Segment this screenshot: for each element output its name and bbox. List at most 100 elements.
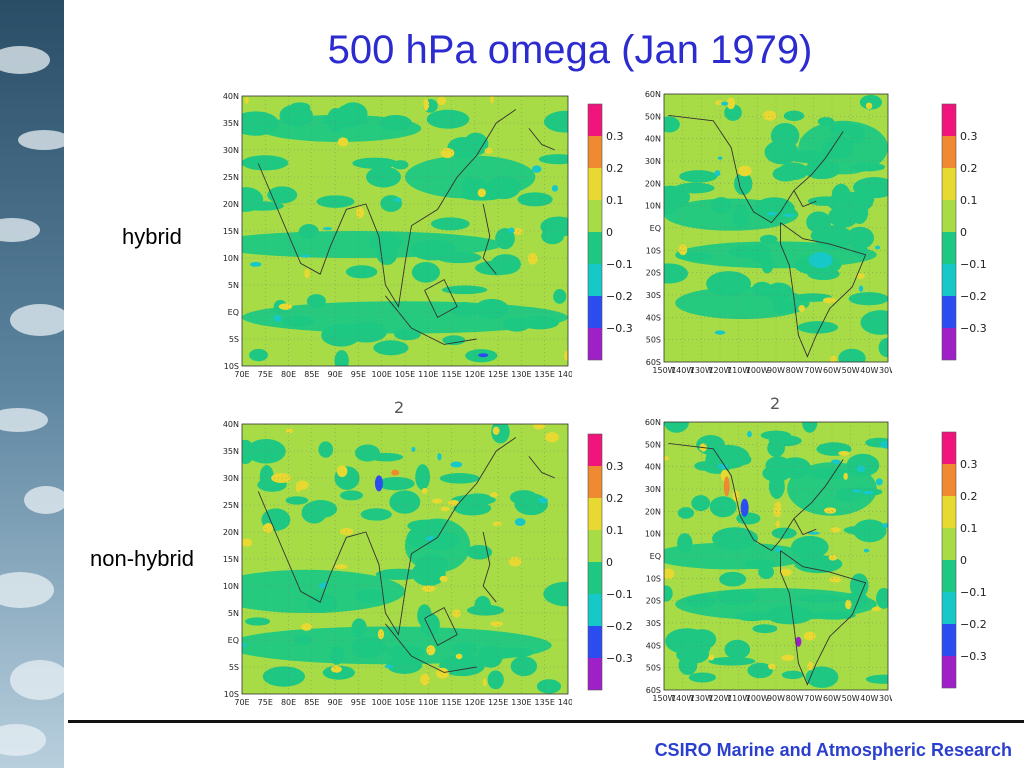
omega-positive-region (856, 273, 865, 279)
omega-negative-band (664, 198, 799, 231)
omega-negative-region (267, 186, 298, 204)
lat-tick-label: 20N (223, 528, 239, 537)
omega-negative-region (246, 438, 286, 464)
colorbar-swatch (942, 592, 956, 624)
omega-positive-region (798, 304, 806, 312)
omega-positive-region (242, 538, 253, 547)
lat-tick-label: 50N (645, 112, 661, 121)
omega-strong-negative-region (437, 453, 442, 461)
omega-strong-negative-spot (374, 475, 383, 492)
colorbar-label: 0.3 (606, 460, 624, 473)
omega-strong-negative-region (538, 497, 548, 504)
omega-negative-region (781, 670, 804, 680)
omega-negative-band (242, 626, 552, 665)
lat-tick-label: 30N (645, 485, 661, 494)
omega-strong-negative-region (721, 101, 729, 106)
omega-positive-region (262, 522, 274, 534)
coastline (668, 442, 844, 552)
omega-negative-region (289, 102, 311, 112)
lon-tick-label: 90E (328, 370, 343, 379)
omega-positive-region (356, 206, 365, 219)
colorbar-swatch (588, 168, 602, 200)
lon-tick-label: 100W (746, 694, 769, 703)
omega-negative-region (360, 508, 392, 521)
lat-tick-label: 40N (223, 92, 239, 101)
lat-tick-label: 60S (646, 358, 661, 367)
omega-strong-negative-region (858, 285, 864, 292)
omega-negative-region (674, 182, 715, 194)
omega-negative-region (411, 261, 440, 283)
lat-tick-label: EQ (228, 308, 239, 317)
omega-extreme-spot (795, 636, 802, 647)
omega-positive-region (775, 520, 780, 528)
omega-positive-region (822, 297, 837, 304)
colorbar-label: 0.1 (606, 524, 624, 537)
omega-strong-negative-region (384, 664, 394, 669)
lat-tick-label: 40N (645, 463, 661, 472)
omega-negative-region (876, 587, 888, 609)
omega-negative-region (373, 340, 409, 356)
omega-strong-negative-region (508, 227, 515, 234)
lat-tick-label: 30N (223, 146, 239, 155)
lat-tick-label: 60N (645, 418, 661, 427)
omega-negative-region (490, 254, 521, 275)
lon-tick-label: 100E (372, 370, 392, 379)
lon-tick-label: 90W (767, 366, 785, 375)
omega-positive-region (455, 653, 463, 660)
lat-tick-label: 20S (646, 597, 661, 606)
omega-positive-region (452, 609, 461, 618)
omega-strong-negative-region (862, 490, 875, 495)
omega-negative-region (724, 104, 742, 121)
omega-negative-region (553, 289, 567, 304)
omega-negative-region (487, 670, 504, 690)
colorbar-label: 0 (960, 554, 967, 567)
colorbar-label: 0.2 (606, 162, 624, 175)
colorbar-swatch (588, 530, 602, 562)
lat-tick-label: 40N (223, 420, 239, 429)
colorbar-swatch (588, 136, 602, 168)
lat-tick-label: 10N (223, 582, 239, 591)
omega-positive-region (419, 673, 430, 686)
omega-negative-region (377, 476, 415, 491)
omega-positive-region (492, 426, 500, 435)
colorbar-swatch (588, 466, 602, 498)
omega-negative-band (675, 588, 877, 621)
omega-positive-region (726, 97, 736, 110)
omega-negative-region (852, 177, 888, 199)
omega-strong-negative-region (808, 252, 833, 269)
lon-tick-label: 70W (804, 694, 822, 703)
omega-strong-negative-region (393, 197, 402, 203)
lat-tick-label: 30N (645, 157, 661, 166)
omega-positive-region (781, 654, 795, 661)
colorbar-label: 0.3 (960, 458, 978, 471)
lon-tick-label: 135E (535, 370, 555, 379)
lat-tick-label: 15N (223, 555, 239, 564)
omega-strong-negative-region (863, 548, 870, 553)
omega-strong-negative-region (875, 478, 883, 486)
omega-positive-region (377, 629, 385, 640)
lat-tick-label: 35N (223, 447, 239, 456)
colorbar-swatch (942, 656, 956, 688)
lon-tick-label: 135E (535, 698, 555, 707)
lon-tick-label: 80E (281, 370, 296, 379)
colorbar-swatch (588, 562, 602, 594)
omega-negative-region (430, 217, 470, 231)
colorbar-swatch (942, 264, 956, 296)
omega-negative-region (878, 337, 888, 358)
omega-positive-region (678, 244, 688, 256)
omega-negative-region (838, 348, 866, 362)
colorbar-label: −0.1 (606, 588, 633, 601)
lon-tick-label: 95E (351, 698, 366, 707)
omega-negative-region (466, 544, 493, 560)
coastline (780, 550, 867, 686)
omega-positive-region (490, 96, 495, 104)
colorbar-label: −0.3 (606, 322, 633, 335)
map-americas-hybrid: 60N 50N 40N 30N 20N 10N EQ 10S 20S 30S 40S 50S 60S 15… (636, 88, 892, 378)
lat-tick-label: 40S (646, 313, 661, 322)
omega-negative-region (447, 137, 479, 159)
lon-tick-label: 70E (234, 698, 249, 707)
omega-negative-region (860, 310, 888, 335)
omega-negative-region (366, 166, 402, 188)
omega-positive-region (807, 661, 814, 671)
colorbar-swatch (942, 136, 956, 168)
